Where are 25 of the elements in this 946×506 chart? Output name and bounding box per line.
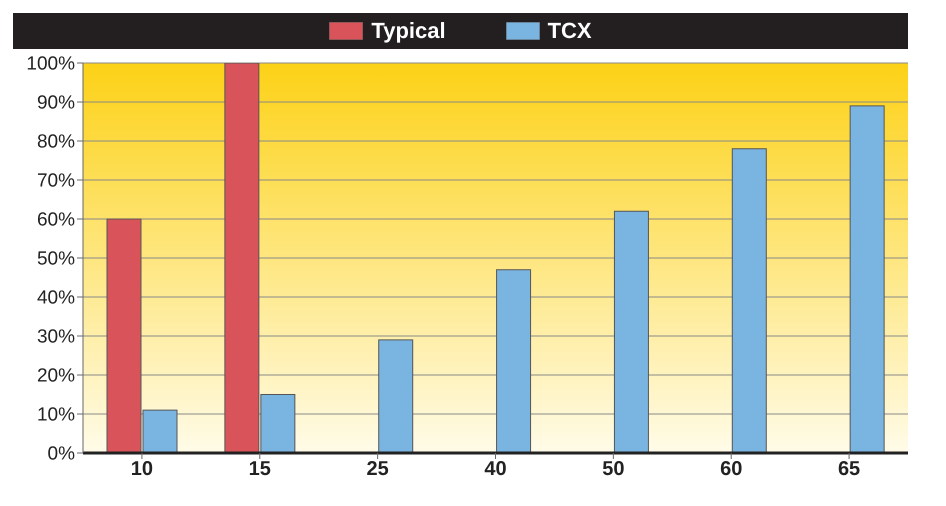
bar <box>850 105 885 453</box>
legend-label: TCX <box>548 18 592 44</box>
bar <box>732 148 767 453</box>
legend-label: Typical <box>371 18 446 44</box>
x-tick-label: 40 <box>484 458 507 480</box>
y-tick-label: 80% <box>36 132 76 153</box>
bar <box>614 210 649 453</box>
y-tick-label: 20% <box>36 366 76 387</box>
y-tick-label: 90% <box>36 92 76 114</box>
y-tick-label: 70% <box>36 170 76 192</box>
y-tick-label: 40% <box>36 288 76 309</box>
y-tick-label: 30% <box>36 326 76 348</box>
bar <box>496 269 532 453</box>
bar <box>378 339 414 453</box>
y-tick-label: 10% <box>36 404 76 426</box>
x-tick-label: 25 <box>366 458 389 480</box>
y-tick-label: 50% <box>36 248 76 270</box>
x-tick-label: 15 <box>248 458 271 480</box>
x-tick-label: 65 <box>838 458 860 480</box>
x-tick-label: 10 <box>130 458 154 480</box>
y-tick-label: 60% <box>36 210 76 231</box>
x-tick-label: 50 <box>602 458 624 480</box>
y-tick-label: 0% <box>48 444 76 465</box>
x-tick-label: 60 <box>720 458 742 480</box>
y-tick-label: 100% <box>26 54 76 75</box>
